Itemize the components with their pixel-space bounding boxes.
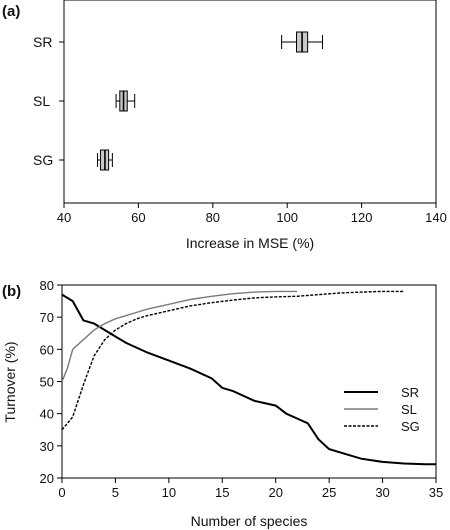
box-sg bbox=[96, 149, 113, 171]
box-sl bbox=[115, 90, 136, 112]
x-tick-label: 0 bbox=[58, 485, 65, 500]
y-tick-label: 70 bbox=[40, 310, 54, 325]
box-sr bbox=[281, 31, 324, 53]
x-tick-label: 120 bbox=[351, 210, 373, 225]
x-tick-label: 20 bbox=[268, 485, 282, 500]
x-tick-label: 25 bbox=[322, 485, 336, 500]
x-tick-label: 80 bbox=[206, 210, 220, 225]
panel-a-x-axis-label: Increase in MSE (%) bbox=[186, 235, 314, 251]
panel-b-label: (b) bbox=[2, 283, 21, 300]
legend-label-sr: SR bbox=[401, 385, 419, 400]
category-label: SG bbox=[33, 152, 53, 168]
series-line-sl bbox=[61, 290, 298, 382]
category-label: SL bbox=[33, 93, 50, 109]
x-tick-label: 10 bbox=[162, 485, 176, 500]
x-tick-label: 30 bbox=[375, 485, 389, 500]
category-label: SR bbox=[33, 34, 52, 50]
panel-b-legend: SR SL SG bbox=[344, 385, 420, 434]
x-tick-label: 15 bbox=[215, 485, 229, 500]
x-tick-label: 40 bbox=[57, 210, 71, 225]
panel-b: (b) 20 30 40 50 60 70 80 0 5 10 15 20 25 30 35 SR SL SG… bbox=[2, 278, 443, 529]
y-tick-label: 60 bbox=[40, 342, 54, 357]
y-tick-label: 30 bbox=[40, 439, 54, 454]
panel-a-x-ticks: 40 60 80 100 120 140 bbox=[57, 203, 447, 225]
panel-b-y-axis-label: Turnover (%) bbox=[2, 341, 18, 422]
panel-a-category-labels: SR SL SG bbox=[33, 34, 64, 168]
y-tick-label: 40 bbox=[40, 407, 54, 422]
series-line-sr bbox=[61, 293, 436, 466]
panel-b-series-lines bbox=[61, 290, 436, 466]
panel-a-boxes bbox=[96, 31, 324, 171]
x-tick-label: 35 bbox=[429, 485, 443, 500]
y-tick-label: 50 bbox=[40, 375, 54, 390]
panel-b-y-ticks: 20 30 40 50 60 70 80 bbox=[40, 278, 62, 486]
panel-b-frame bbox=[61, 284, 437, 479]
panel-a: (a) 40 60 80 100 120 140 SR SL SG Increase in M… bbox=[2, 0, 447, 251]
panel-b-x-ticks: 0 5 10 15 20 25 30 35 bbox=[58, 478, 443, 500]
panel-b-x-axis-label: Number of species bbox=[191, 513, 308, 529]
legend-label-sl: SL bbox=[401, 402, 417, 417]
legend-label-sg: SG bbox=[401, 419, 420, 434]
x-tick-label: 60 bbox=[131, 210, 145, 225]
x-tick-label: 100 bbox=[276, 210, 298, 225]
x-tick-label: 140 bbox=[425, 210, 447, 225]
x-tick-label: 5 bbox=[112, 485, 119, 500]
series-line-sg bbox=[61, 290, 404, 431]
y-tick-label: 80 bbox=[40, 278, 54, 293]
y-tick-label: 20 bbox=[40, 471, 54, 486]
panel-a-label: (a) bbox=[2, 3, 20, 20]
